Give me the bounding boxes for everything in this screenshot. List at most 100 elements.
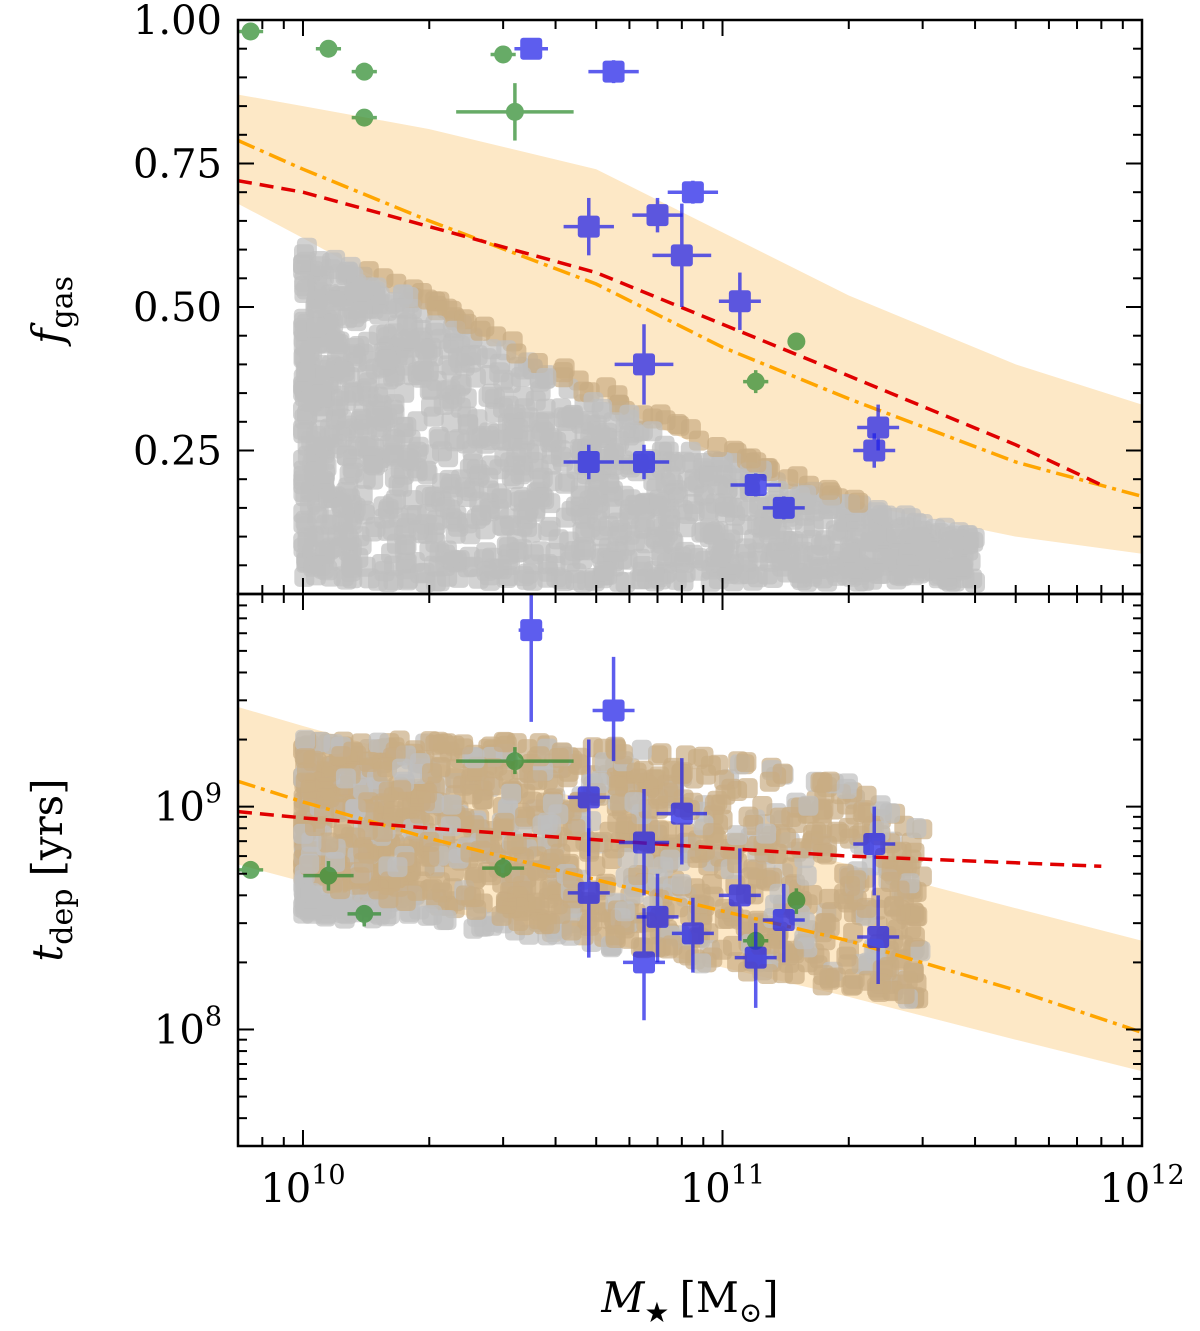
marker [633,450,656,473]
blue-observations-point [614,324,674,405]
simulation-point [433,394,454,415]
simulation-point [426,889,447,910]
simulation-point [316,788,337,809]
simulation-point [512,455,533,476]
simulation-point [676,517,696,538]
marker [746,372,765,391]
simulation-point [539,427,560,448]
simulation-point [529,746,550,767]
simulation-point [627,495,648,516]
simulation-point [839,542,860,563]
simulation-point [690,560,711,581]
simulation-point [819,969,840,990]
marker [633,353,656,376]
simulation-point [448,567,469,588]
blue-observations-point [567,828,610,958]
bottom-panel-frame [236,592,1144,1148]
blue-observations-series [518,594,900,1021]
simulation-point [474,316,495,337]
simulation-point [527,770,548,791]
blue-observations-point [623,908,665,1021]
simulation-point [394,382,415,403]
simulation-point [667,414,688,434]
simulation-point [538,520,559,541]
simulation-point [757,964,778,984]
simulation-point [802,563,822,584]
simulation-point [408,520,429,540]
simulation-point [425,571,446,592]
y-tick-label: 0.50 [133,285,222,331]
simulation-point [329,550,350,571]
blue-observations-point [857,895,900,984]
red-dashed-line [238,178,1103,487]
simulation-point [886,523,907,544]
simulation-point [912,514,933,534]
simulation-point [594,561,615,582]
simulation-point [429,542,450,563]
simulation-point [294,283,315,303]
simulation-point [551,569,572,590]
simulation-point [952,556,973,577]
green-observations-point [315,39,342,58]
simulation-point [481,383,502,404]
simulation-point [353,343,374,364]
simulation-point [293,513,314,534]
green-observations-point [490,45,516,64]
simulation-point [382,443,403,464]
simulation-point [766,519,787,540]
simulation-point [410,790,431,811]
simulation-point [330,879,350,900]
simulation-point [300,883,321,903]
simulation-point [483,758,504,779]
simulation-point [353,280,374,300]
simulation-point [349,867,370,888]
simulation-point [382,494,403,514]
simulation-point [306,317,327,338]
simulation-point [357,364,378,385]
marker [863,832,886,855]
simulation-point [429,429,450,450]
marker [787,332,806,351]
simulation-point [619,404,640,425]
simulation-point [856,785,877,806]
marker [355,62,374,81]
simulation-point [445,768,466,789]
simulation-point [386,533,407,554]
simulation-point [294,346,315,367]
simulation-point [711,543,732,564]
simulation-point [399,449,420,470]
simulation-point [836,946,857,967]
simulation-point [322,509,343,530]
simulation-point [747,542,768,563]
simulation-point [331,746,352,767]
green-observations-point [351,62,377,81]
blue-observations-point [656,758,708,865]
simulation-point [707,437,728,457]
simulation-point [446,505,467,526]
simulation-point [377,757,397,778]
simulation-point [352,301,373,322]
simulation-point [895,505,916,526]
simulation-point [651,743,672,764]
simulation-point [295,362,316,383]
simulation-point [556,507,576,528]
simulation-point [606,437,627,458]
simulation-point [938,537,959,558]
marker [319,39,338,58]
simulation-point [551,742,572,763]
simulation-point [417,464,438,485]
green-observations-point [787,888,806,914]
marker [633,951,656,974]
marker [787,891,806,910]
simulation-point [846,890,867,911]
simulation-point [494,812,515,833]
simulation-point [417,905,438,926]
simulation-point [368,732,389,753]
simulation-point [868,563,889,584]
marker [633,831,656,854]
marker [355,904,374,923]
simulation-point [410,563,431,584]
simulation-point [815,930,836,951]
simulation-point [305,565,326,586]
simulation-point [746,452,767,473]
